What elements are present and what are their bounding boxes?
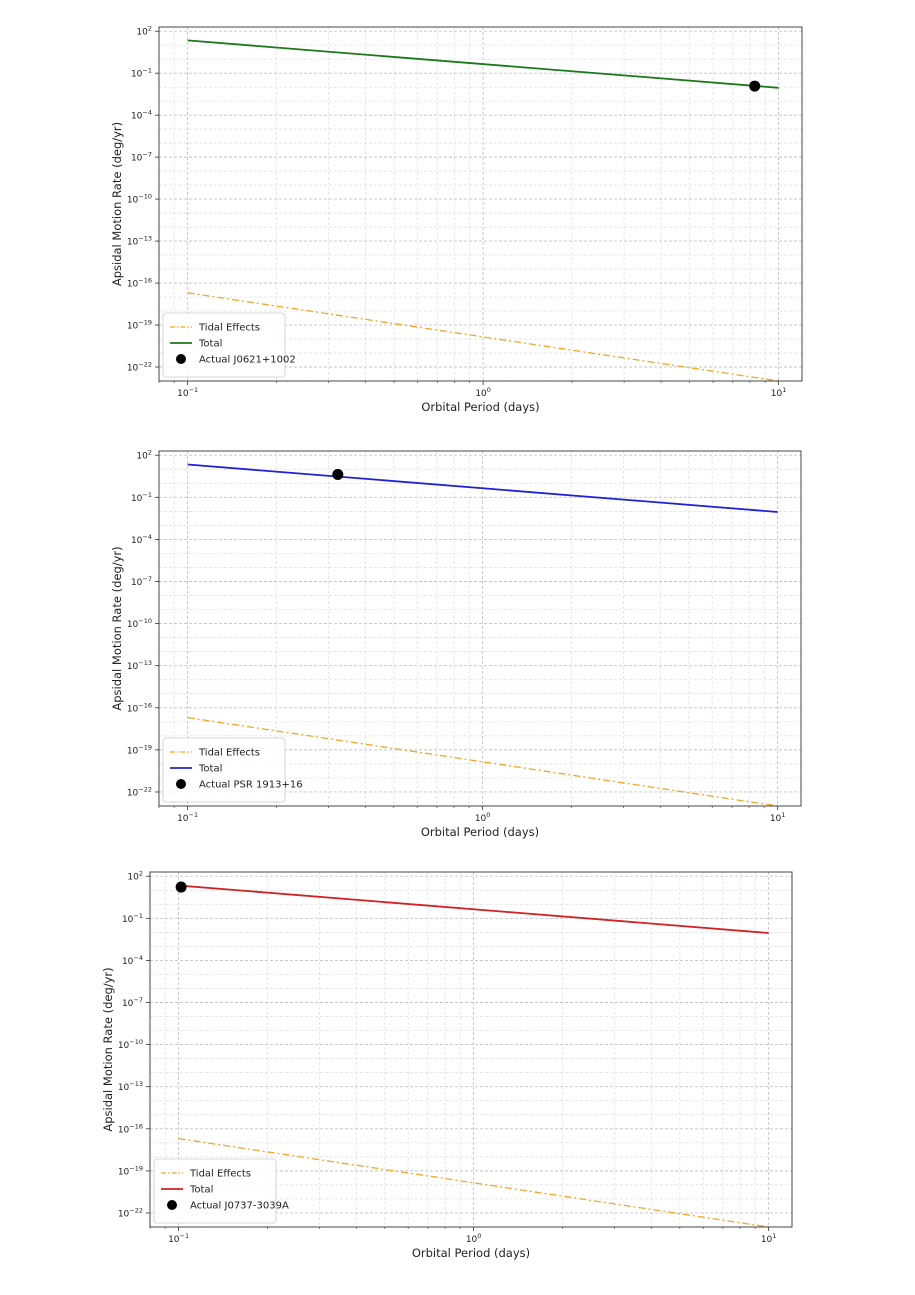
y-tick-label: 10−16 [127, 701, 152, 714]
y-axis-label: Apsidal Motion Rate (deg/yr) [101, 967, 115, 1131]
y-tick-label: 102 [127, 870, 143, 883]
y-axis-label: Apsidal Motion Rate (deg/yr) [110, 546, 124, 710]
series-line-tidal-effects [187, 292, 779, 382]
grid [149, 872, 792, 1228]
x-tick-label: 10−1 [168, 1232, 189, 1245]
legend-label: Total [189, 1185, 213, 1196]
x-tick-label: 10−1 [177, 811, 198, 824]
legend-box [153, 1158, 277, 1224]
series-line-total [187, 39, 779, 89]
y-tick-label: 10−22 [118, 1206, 143, 1219]
data-point-actual [749, 80, 761, 92]
legend-label: Tidal Effects [198, 748, 260, 759]
series-line-tidal-effects [178, 1137, 769, 1228]
data-point-actual [332, 469, 344, 481]
y-tick-label: 10−1 [131, 491, 152, 504]
x-tick-label: 10−1 [177, 386, 198, 399]
x-axis-label: Orbital Period (days) [421, 825, 539, 839]
legend-label: Total [198, 339, 222, 350]
y-tick-label: 10−13 [118, 1080, 143, 1093]
y-tick-label: 10−7 [131, 575, 152, 588]
series-line-tidal-effects [187, 716, 778, 807]
x-tick-label: 100 [475, 386, 491, 399]
plot-frame [158, 450, 802, 807]
series-line-total [187, 463, 778, 513]
x-tick-label: 101 [771, 386, 787, 399]
legend-label: Tidal Effects [198, 323, 260, 334]
y-tick-label: 10−4 [131, 109, 152, 122]
legend-label: Actual J0737-3039A [190, 1201, 289, 1212]
y-tick-label: 10−10 [127, 193, 152, 206]
data-point-actual [175, 881, 187, 893]
chart-2: 10−1 100 101 10−22 10−19 10−16 10−13 10−10 10−7 1… [110, 449, 802, 839]
chart-1: 10−1 100 101 10−22 10−19 10−16 10−13 10−10 10−7 1… [110, 25, 803, 414]
legend-marker [167, 1200, 177, 1210]
legend-label: Actual PSR 1913+16 [199, 780, 303, 791]
legend: Tidal Effects Total Actual J0737-3039A [153, 1158, 289, 1224]
x-axis-label: Orbital Period (days) [412, 1246, 530, 1260]
series-line-total [178, 884, 769, 934]
legend-marker [176, 354, 186, 364]
y-tick-label: 102 [136, 449, 152, 462]
legend: Tidal Effects Total Actual J0621+1002 [162, 312, 296, 378]
x-tick-label: 100 [475, 811, 491, 824]
y-tick-label: 10−19 [118, 1164, 143, 1177]
y-tick-label: 10−13 [127, 659, 152, 672]
legend-label: Total [198, 764, 222, 775]
y-tick-label: 10−4 [122, 954, 143, 967]
plot-frame [158, 26, 803, 382]
y-tick-label: 10−10 [127, 617, 152, 630]
y-tick-label: 10−19 [127, 319, 152, 332]
plot-frame [149, 871, 793, 1228]
y-tick-label: 10−7 [122, 996, 143, 1009]
x-tick-label: 101 [761, 1232, 777, 1245]
x-tick-label: 100 [466, 1232, 482, 1245]
legend-box [162, 312, 286, 378]
legend-label: Actual J0621+1002 [199, 355, 296, 366]
y-tick-label: 10−19 [127, 743, 152, 756]
grid [158, 27, 802, 382]
legend: Tidal Effects Total Actual PSR 1913+16 [162, 737, 303, 803]
y-tick-label: 10−16 [127, 277, 152, 290]
y-tick-label: 10−1 [131, 67, 152, 80]
legend-marker [176, 779, 186, 789]
chart-3: 10−1 100 101 10−22 10−19 10−16 10−13 10−10 10−7 1… [101, 870, 793, 1260]
y-tick-label: 10−7 [131, 151, 152, 164]
x-axis-label: Orbital Period (days) [421, 400, 539, 414]
y-axis-label: Apsidal Motion Rate (deg/yr) [110, 122, 124, 286]
y-tick-label: 10−4 [131, 533, 152, 546]
y-tick-label: 10−10 [118, 1038, 143, 1051]
x-tick-label: 101 [770, 811, 786, 824]
y-tick-label: 102 [136, 25, 152, 38]
legend-label: Tidal Effects [189, 1169, 251, 1180]
y-tick-label: 10−22 [127, 785, 152, 798]
y-tick-label: 10−22 [127, 361, 152, 374]
legend-box [162, 737, 286, 803]
y-tick-label: 10−1 [122, 912, 143, 925]
y-tick-label: 10−16 [118, 1122, 143, 1135]
y-tick-label: 10−13 [127, 235, 152, 248]
